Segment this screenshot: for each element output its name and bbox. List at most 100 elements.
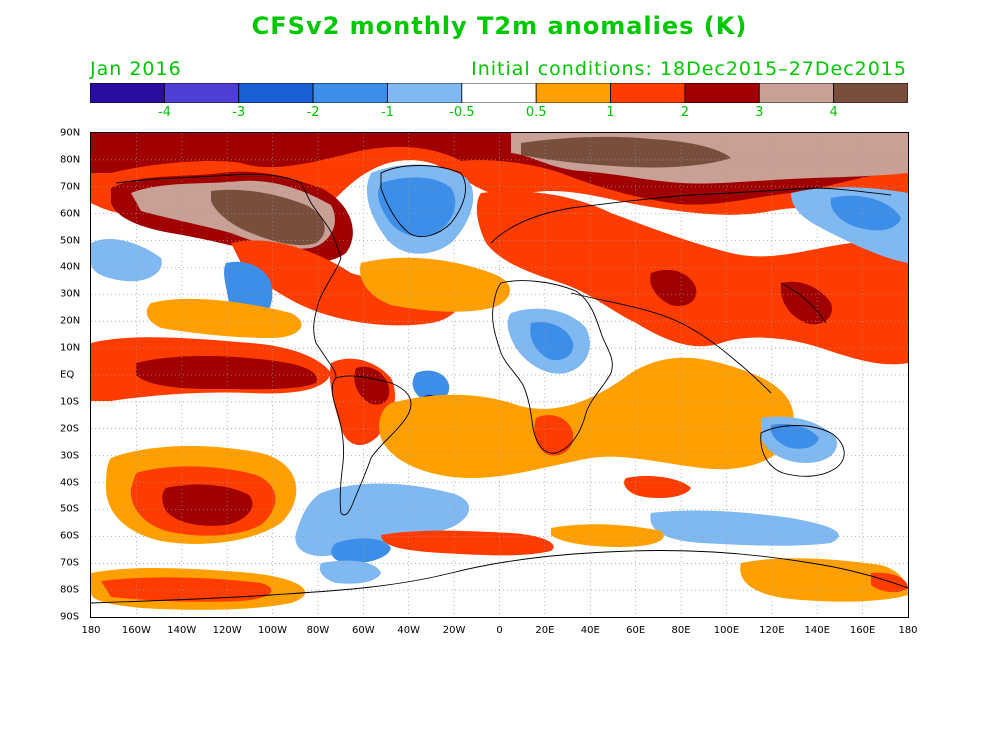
colorbar-label: -2: [306, 105, 320, 120]
map-title: CFSv2 monthly T2m anomalies (K): [251, 12, 748, 40]
latitude-label: 90S: [60, 611, 80, 623]
latitude-label: 50S: [60, 503, 80, 515]
colorbar-label: 4: [829, 105, 838, 120]
colorbar-swatch-1: [163, 83, 240, 103]
colorbar: [90, 83, 908, 103]
sindian-cold: [650, 510, 839, 546]
latitude-label: 10S: [60, 396, 80, 408]
latitude-label: 30S: [60, 450, 80, 462]
latitude-label: EQ: [60, 369, 75, 381]
southern-warm: [381, 530, 554, 556]
colorbar-swatch-0: [90, 83, 165, 103]
nwpac-cold-2: [830, 195, 901, 231]
anomaly-map: [90, 132, 909, 618]
longitude-label: 180: [898, 625, 918, 636]
longitude-label: 140E: [804, 625, 830, 636]
latitude-label: 60S: [60, 530, 80, 542]
colorbar-label: -4: [157, 105, 171, 120]
europe-warm: [476, 191, 908, 365]
antarctic-red: [101, 577, 272, 602]
colorbar-label: 3: [755, 105, 764, 120]
latitude-label: 90N: [60, 127, 81, 139]
longitude-label: 160E: [849, 625, 876, 636]
latitude-label: 50N: [60, 235, 81, 247]
amazon-dark: [354, 366, 390, 405]
npac-sub-warm: [146, 298, 302, 338]
colorbar-swatch-9: [758, 83, 835, 103]
weddell-cold: [319, 560, 381, 584]
north-america-coast: [115, 173, 342, 379]
longitude-label: 40W: [397, 625, 421, 636]
initial-conditions: Initial conditions: 18Dec2015–27Dec2015: [471, 58, 907, 80]
satl-cold: [412, 370, 450, 403]
spac-dark: [162, 484, 253, 526]
latitude-label: 80S: [60, 584, 80, 596]
latitude-label: 70N: [60, 181, 81, 193]
longitude-label: 120W: [212, 625, 242, 636]
greenland-cold-2: [378, 177, 456, 237]
coastlines: [91, 165, 908, 604]
colorbar-swatch-10: [833, 83, 908, 103]
latitude-label: 60N: [60, 208, 81, 220]
greenland-coast: [380, 165, 466, 237]
longitude-label: 20E: [535, 625, 555, 636]
latitude-label: 70S: [60, 557, 80, 569]
colorbar-swatch-8: [684, 83, 760, 103]
gridlines: [91, 133, 908, 617]
nafrica-cold-2: [530, 322, 574, 361]
longitude-label: 40E: [580, 625, 600, 636]
latitude-label: 40S: [60, 477, 80, 489]
longitude-label: 160W: [121, 625, 151, 636]
colorbar-swatch-4: [387, 83, 463, 103]
colorbar-swatch-5: [461, 83, 537, 103]
longitude-label: 80W: [306, 625, 330, 636]
latitude-label: 40N: [60, 261, 81, 273]
south-america-coast: [331, 375, 412, 516]
southern-cold-2: [331, 538, 391, 564]
ross-warm: [740, 558, 908, 602]
colorbar-swatch-3: [312, 83, 388, 103]
latitude-label: 20S: [60, 423, 80, 435]
anomaly-field: [91, 133, 908, 610]
latitude-label: 80N: [60, 154, 81, 166]
colorbar-label: 2: [680, 105, 690, 120]
longitude-label: 100W: [258, 625, 288, 636]
colorbar-label: -3: [232, 105, 246, 120]
antarctica-coast: [91, 550, 908, 604]
south-warm: [379, 357, 794, 478]
canada-brown: [211, 189, 325, 246]
latitude-label: 20N: [60, 315, 81, 327]
sindian-warm: [624, 476, 691, 499]
npacific-cold: [91, 238, 162, 282]
ross-red: [871, 572, 908, 593]
forecast-month: Jan 2016: [90, 58, 182, 80]
asia-dark-2: [650, 269, 697, 307]
longitude-label: 60E: [626, 625, 646, 636]
longitude-label: 100E: [713, 625, 740, 636]
colorbar-swatch-6: [535, 83, 611, 103]
longitude-label: 80E: [671, 625, 691, 636]
longitude-label: 0: [496, 625, 503, 636]
colorbar-swatch-2: [238, 83, 314, 103]
enso-dark: [136, 356, 317, 390]
longitude-label: 120E: [759, 625, 785, 636]
colorbar-label: -1: [380, 105, 394, 120]
colorbar-label: -0.5: [449, 105, 475, 120]
latitude-label: 30N: [60, 288, 81, 300]
atlantic-warm: [360, 257, 510, 312]
latitude-label: 10N: [60, 342, 81, 354]
longitude-label: 60W: [352, 625, 375, 636]
longitude-label: 20W: [442, 625, 466, 636]
australia-cold-2: [770, 423, 819, 449]
longitude-label: 180: [81, 625, 101, 636]
africa-coast: [492, 280, 613, 454]
eurasia-coast: [490, 187, 892, 394]
colorbar-label: 1: [606, 105, 615, 120]
longitude-label: 140W: [167, 625, 197, 636]
safrica-warm: [534, 415, 574, 456]
southern-cold: [295, 483, 470, 557]
colorbar-label: 0.5: [525, 105, 547, 120]
siberia-brown: [521, 136, 731, 168]
colorbar-swatch-7: [610, 83, 686, 103]
australia-coast: [760, 425, 845, 477]
